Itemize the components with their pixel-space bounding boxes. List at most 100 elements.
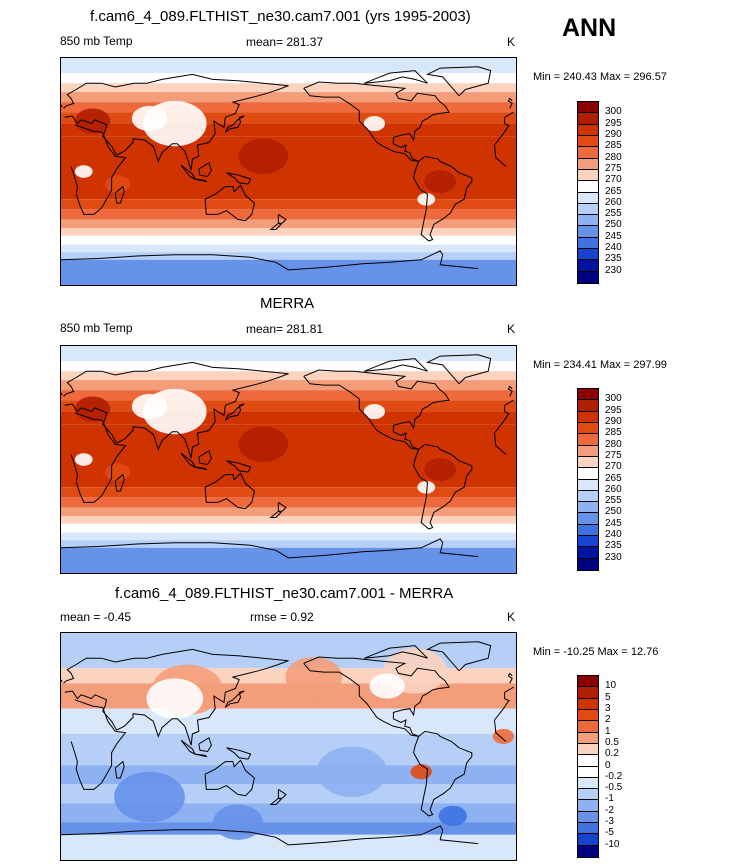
colorbar-swatch	[578, 192, 598, 204]
colorbar-tick-label: -10	[605, 838, 620, 850]
panel-2-mean-label: mean= 281.81	[246, 322, 324, 336]
colorbar-tick-label: 10	[605, 680, 617, 692]
colorbar-tick-label: -3	[605, 816, 614, 828]
contour-blob	[74, 108, 111, 134]
contour-band	[61, 523, 516, 533]
colorbar-swatch	[578, 237, 598, 250]
coastline	[61, 825, 479, 846]
contour-band	[61, 209, 516, 220]
panel-2-colorbar-ticks: 300 295 290 285 280 275 270 265 260 255 250 245 240 2…	[605, 388, 645, 569]
contour-band	[61, 199, 516, 210]
panel-1-colorbar-ticks: 300 295 290 285 280 275 270 265 260 255 250 245 240 2…	[605, 101, 645, 282]
contour-band	[61, 733, 516, 766]
coastline	[224, 115, 245, 133]
colorbar-tick-label: 295	[605, 117, 622, 129]
panel-2-variable-label: 850 mb Temp	[60, 321, 133, 335]
panel-3-minmax: Min = -10.25 Max = 12.76	[533, 646, 659, 658]
colorbar-swatch	[578, 479, 598, 491]
panel-1-title: f.cam6_4_089.FLTHIST_ne30.cam7.001 (yrs …	[90, 8, 471, 25]
panel-1-colorbar	[577, 101, 599, 284]
colorbar-swatch	[578, 102, 598, 114]
coastline	[194, 466, 208, 471]
colorbar-tick-label: 270	[605, 461, 622, 473]
colorbar-swatch	[578, 845, 598, 857]
colorbar-swatch	[578, 411, 598, 423]
contour-band	[61, 380, 516, 391]
colorbar-tick-label: 0.2	[605, 748, 619, 760]
colorbar-swatch	[578, 147, 598, 159]
colorbar-swatch	[578, 558, 598, 570]
contour-blob	[492, 728, 514, 744]
panel-1-map-svg	[61, 58, 516, 285]
contour-blob	[417, 192, 436, 206]
colorbar-swatch	[578, 536, 598, 548]
panel-3-colorbar	[577, 675, 599, 858]
coastline	[413, 155, 473, 242]
panel-3-rmse-label: rmse = 0.92	[250, 610, 314, 624]
colorbar-swatch	[578, 547, 598, 559]
colorbar-swatch	[578, 743, 598, 756]
coastline	[226, 460, 252, 473]
coastline	[198, 161, 212, 178]
colorbar-tick-label: 280	[605, 151, 622, 163]
contour-band	[61, 822, 516, 835]
contour-band	[61, 92, 516, 103]
contour-band	[61, 487, 516, 498]
panel-1-minmax: Min = 240.43 Max = 296.57	[533, 71, 667, 83]
contour-blob	[369, 673, 405, 699]
coastline	[226, 172, 252, 185]
colorbar-tick-label: 240	[605, 242, 622, 254]
colorbar-tick-label: -2	[605, 804, 614, 816]
contour-band	[61, 683, 516, 709]
colorbar-tick-label: -1	[605, 793, 614, 805]
colorbar-swatch	[578, 113, 598, 125]
contour-blob	[410, 764, 432, 780]
coastline	[114, 760, 125, 779]
coastline	[425, 354, 492, 385]
colorbar-swatch	[578, 158, 598, 170]
coastline	[70, 124, 509, 215]
colorbar-tick-label: 300	[605, 393, 622, 405]
colorbar-swatch	[578, 181, 598, 193]
coastline	[364, 645, 428, 659]
coastline	[63, 73, 514, 171]
contour-band	[61, 235, 516, 245]
colorbar-swatch	[578, 834, 598, 846]
contour-band	[61, 361, 516, 372]
contour-blob	[238, 138, 288, 175]
coastline	[224, 403, 245, 421]
coastline	[224, 690, 245, 708]
contour-band	[61, 252, 516, 260]
contour-blob	[131, 105, 168, 132]
coastline	[226, 747, 252, 760]
colorbar-swatch	[578, 687, 598, 699]
colorbar-tick-label: 285	[605, 427, 622, 439]
colorbar-tick-label: 260	[605, 196, 622, 208]
contour-blob	[213, 804, 263, 840]
colorbar-tick-label: 255	[605, 495, 622, 507]
colorbar-swatch	[578, 260, 598, 272]
contour-blob	[424, 458, 457, 481]
contour-band	[61, 259, 516, 285]
coastline	[70, 699, 509, 790]
colorbar-swatch	[578, 124, 598, 136]
colorbar-tick-label: 1	[605, 725, 611, 737]
coastline	[413, 730, 473, 817]
coastline	[114, 185, 125, 204]
contour-blob	[316, 746, 388, 797]
colorbar-tick-label: 285	[605, 140, 622, 152]
contour-blob	[363, 404, 386, 420]
colorbar-tick-label: 250	[605, 506, 622, 518]
colorbar-tick-label: 0.5	[605, 736, 619, 748]
panel-1-mean-label: mean= 281.37	[246, 35, 324, 49]
contour-band	[61, 516, 516, 524]
colorbar-swatch	[578, 468, 598, 480]
colorbar-tick-label: 290	[605, 128, 622, 140]
contour-blob	[74, 165, 93, 178]
colorbar-tick-label: 230	[605, 551, 622, 563]
panel-3-title: f.cam6_4_089.FLTHIST_ne30.cam7.001 - MER…	[115, 585, 454, 602]
colorbar-swatch	[578, 226, 598, 238]
contour-band	[61, 834, 516, 860]
colorbar-tick-label: 275	[605, 162, 622, 174]
coastline	[194, 753, 208, 758]
